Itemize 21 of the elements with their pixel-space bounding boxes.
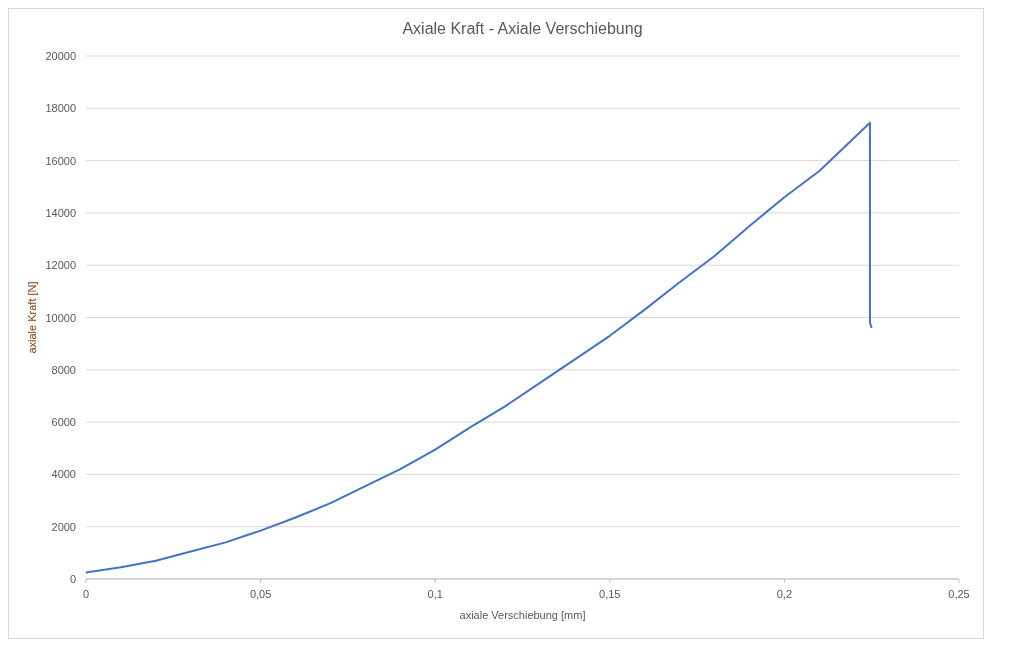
x-tick-label: 0,25 [948, 588, 970, 600]
x-tick-label: 0,1 [427, 588, 443, 600]
y-tick-label: 2000 [51, 520, 76, 533]
y-tick-label: 20000 [45, 50, 76, 62]
y-tick-label: 16000 [45, 154, 76, 167]
y-axis-title: axiale Kraft [N] [26, 281, 38, 354]
y-tick-label: 4000 [51, 468, 76, 481]
line-series [85, 121, 873, 574]
x-tick-label: 0,15 [599, 588, 621, 600]
y-tick-label: 6000 [51, 416, 76, 429]
chart-title: Axiale Kraft - Axiale Verschiebung [402, 20, 643, 37]
y-tick-label: 12000 [45, 259, 76, 272]
x-tick-label: 0,05 [249, 588, 272, 600]
x-tick-label: 0,2 [776, 588, 793, 600]
y-tick-label: 10000 [45, 311, 76, 324]
x-axis-title: axiale Verschiebung [mm] [459, 609, 586, 621]
y-tick-label: 0 [69, 573, 76, 585]
y-tick-label: 18000 [45, 102, 76, 115]
x-tick-label: 0 [82, 588, 90, 600]
y-tick-label: 14000 [45, 206, 76, 219]
y-tick-label: 8000 [51, 363, 76, 376]
